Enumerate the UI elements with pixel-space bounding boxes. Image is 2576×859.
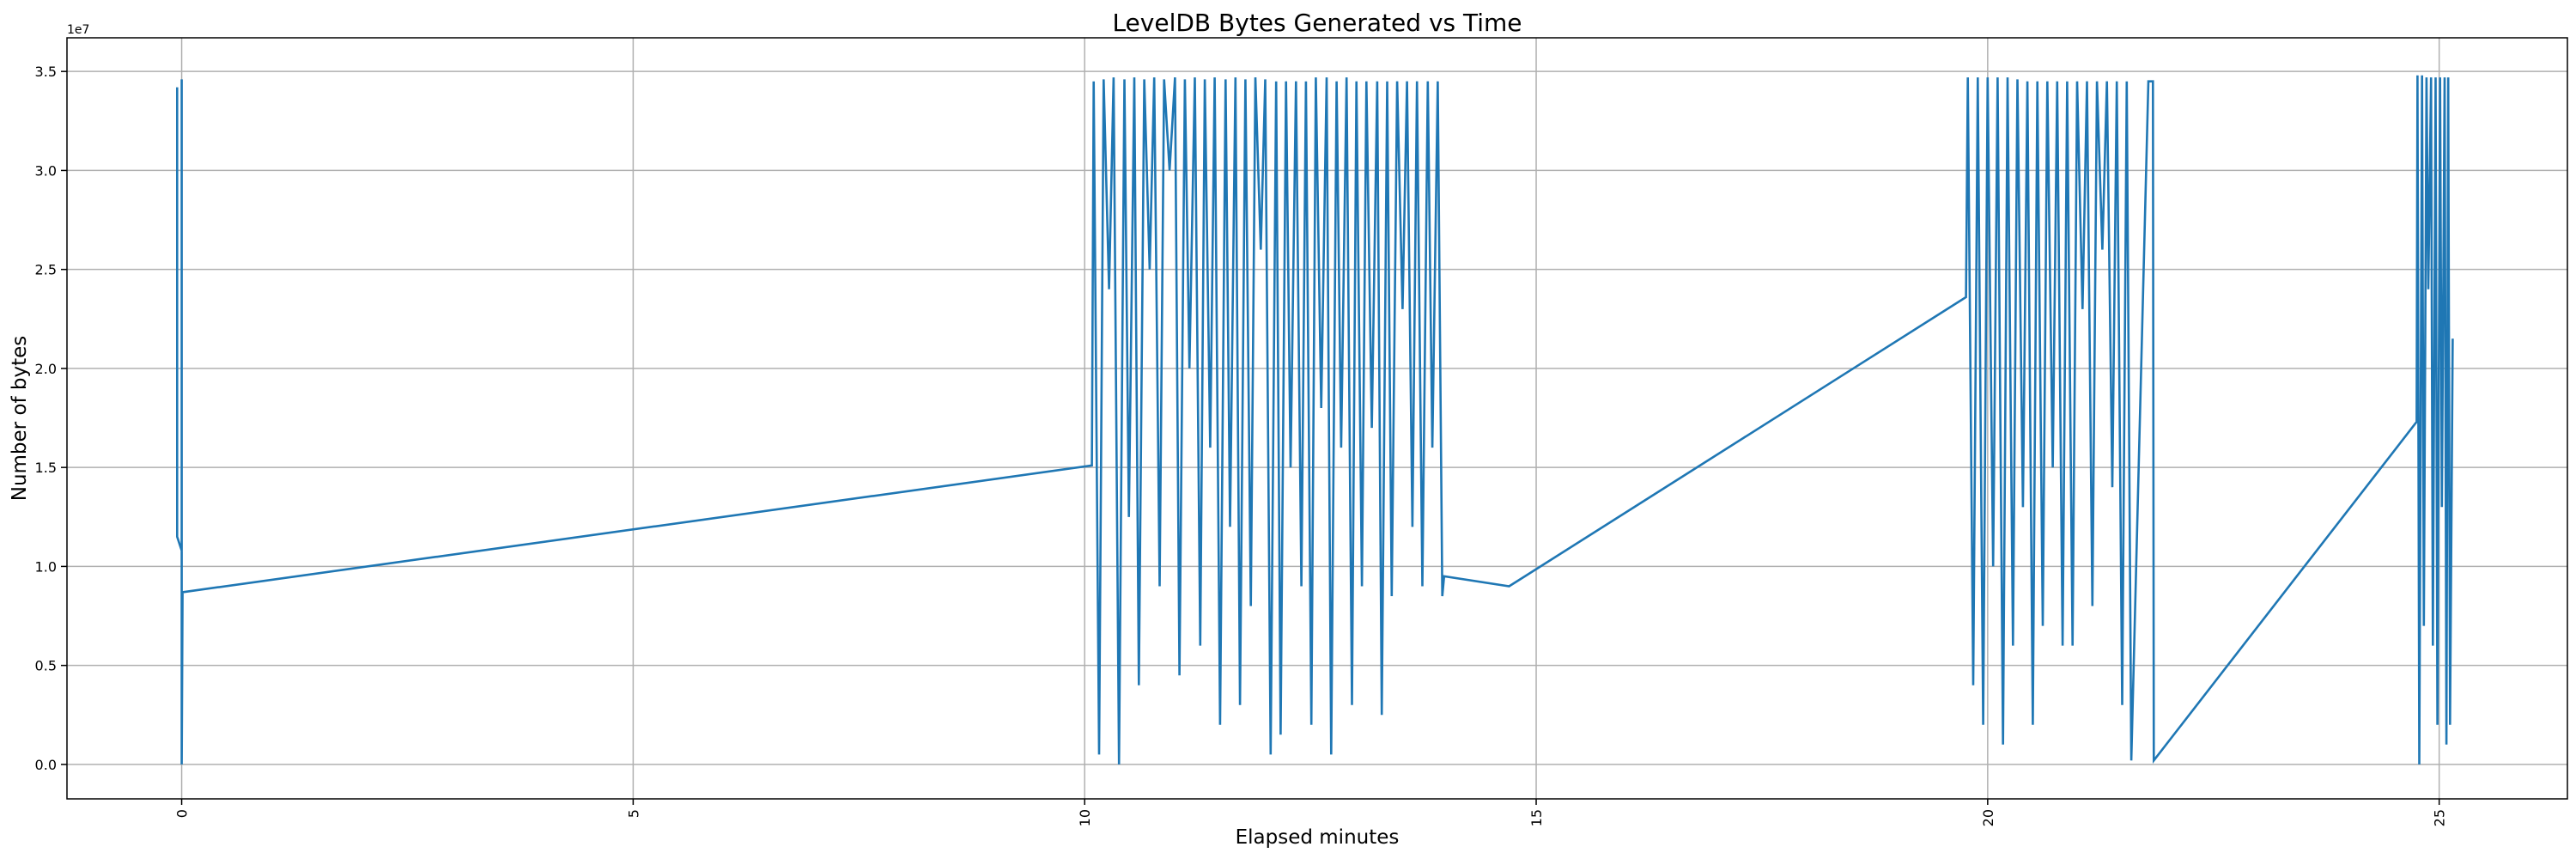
x-tick-label: 10 [1077,809,1093,826]
x-axis-label: Elapsed minutes [1236,826,1400,849]
series-line-bytes [176,75,2454,765]
chart-title: LevelDB Bytes Generated vs Time [1112,9,1522,37]
y-axis: 0.0 0.5 1.0 1.5 2.0 2.5 3.0 3.5 [35,64,67,773]
y-tick-label: 2.5 [35,262,57,278]
x-tick-label: 20 [1980,809,1996,826]
y-tick-label: 0.0 [35,757,57,773]
series-layer [176,75,2454,765]
x-tick-label: 15 [1528,809,1545,826]
y-tick-label: 1.5 [35,460,57,476]
y-tick-label: 2.0 [35,361,57,377]
x-axis: 0 5 10 15 20 25 [174,799,2448,826]
plot-frame [66,37,2568,800]
y-offset-label: 1e7 [67,23,89,37]
y-tick-label: 0.5 [35,658,57,674]
y-tick-label: 1.0 [35,558,57,575]
x-tick-label: 0 [174,809,191,818]
x-tick-label: 25 [2432,809,2448,826]
y-axis-label: Number of bytes [9,336,31,502]
y-tick-label: 3.0 [35,162,57,179]
x-tick-label: 5 [625,809,641,818]
y-tick-label: 3.5 [35,64,57,80]
